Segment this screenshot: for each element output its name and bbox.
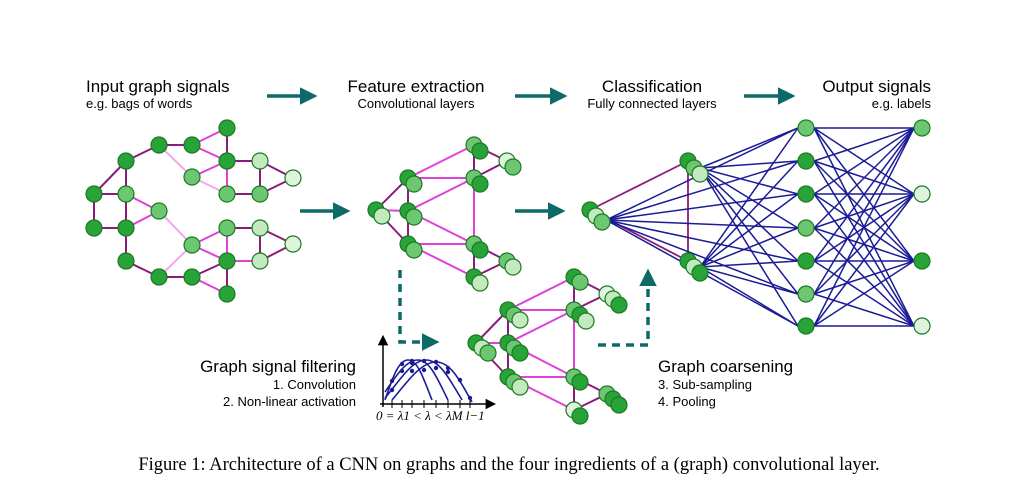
fc-edge [813, 127, 915, 195]
stage-classification-title: Classification [602, 77, 702, 96]
fc-edge [699, 160, 799, 169]
coarsening-step-2: 4. Pooling [658, 394, 716, 409]
coarsening-label: Graph coarsening 3. Sub-sampling 4. Pool… [658, 357, 793, 409]
fc-edge [813, 127, 915, 295]
fc-edge [699, 193, 799, 268]
input-graph-nodes [85, 119, 302, 303]
fc-navy-edges [605, 127, 915, 327]
filtering-title: Graph signal filtering [200, 357, 356, 376]
stage-classification-heading: Classification Fully connected layers [587, 77, 717, 111]
fc-edge [813, 260, 915, 295]
fc-edge [813, 293, 915, 327]
fc-edge [699, 160, 799, 268]
coarsening-step-1: 3. Sub-sampling [658, 377, 752, 392]
fc-edge [813, 127, 915, 162]
fc-edge [813, 127, 915, 327]
plot-ticks [391, 400, 471, 408]
fc-edge [813, 193, 915, 295]
dashed-arrow-to-filtering-icon [398, 270, 440, 351]
flow-arrows [267, 87, 796, 351]
fc-edge [699, 260, 799, 268]
fc-edge [605, 219, 799, 229]
stage-input-title: Input graph signals [86, 77, 230, 96]
conv-graph-detail-nodes [467, 268, 628, 425]
figure-caption: Figure 1: Architecture of a CNN on graph… [138, 455, 879, 475]
plot-axis-label: 0 = λ1 < λ < λM l−1 [376, 408, 485, 423]
stage-features-subtitle: Convolutional layers [357, 96, 475, 111]
fc-edge [605, 219, 799, 262]
fc-edge [699, 227, 799, 268]
filtering-step-2: 2. Non-linear activation [223, 394, 356, 409]
stage-input-heading: Input graph signals e.g. bags of words [86, 77, 230, 111]
stage-features-title: Feature extraction [347, 77, 484, 96]
spectral-filter-plot: 0 = λ1 < λ < λM l−1 [376, 334, 497, 423]
stage-output-title: Output signals [822, 77, 931, 96]
fc-edge [813, 127, 915, 262]
stage-classification-subtitle: Fully connected layers [587, 96, 717, 111]
fc-nodes [581, 119, 931, 335]
stage-output-heading: Output signals e.g. labels [822, 77, 931, 111]
fc-edge [605, 193, 799, 221]
conv-graph-detail-edges [475, 276, 608, 411]
fc-edge [699, 127, 799, 169]
fc-edge [813, 193, 915, 327]
stage-input-subtitle: e.g. bags of words [86, 96, 193, 111]
stage-features-heading: Feature extraction Convolutional layers [347, 77, 484, 111]
fc-edge [699, 167, 799, 195]
fc-edge [605, 219, 799, 295]
conv-graph-1 [367, 136, 522, 292]
fc-edge [699, 266, 799, 295]
filter-curve-points [389, 358, 473, 401]
dashed-arrow-from-coarsening-icon [598, 268, 657, 347]
filtering-step-1: 1. Convolution [273, 377, 356, 392]
conv-graph-1-edges [375, 144, 508, 278]
fc-edge [699, 266, 799, 327]
fc-edge [699, 127, 799, 268]
filtering-label: Graph signal filtering 1. Convolution 2.… [200, 357, 356, 409]
fully-connected-network [581, 119, 931, 335]
stage-output-subtitle: e.g. labels [872, 96, 932, 111]
fc-edge [605, 160, 799, 221]
conv-graph-1-nodes [367, 136, 522, 292]
input-graph [85, 119, 302, 303]
fc-edge [813, 127, 915, 229]
conv-graph-detail [467, 268, 628, 425]
fc-edge [813, 260, 915, 327]
coarsening-title: Graph coarsening [658, 357, 793, 376]
